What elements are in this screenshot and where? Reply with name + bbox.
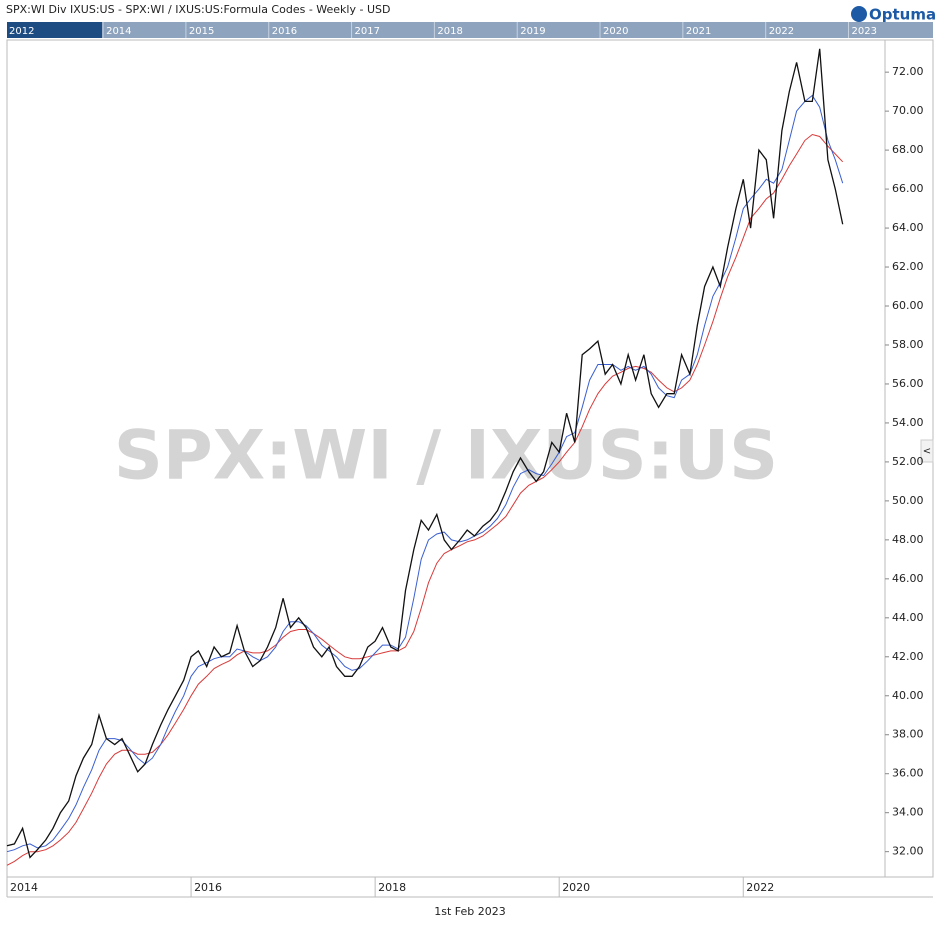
navigator-label: 2014	[106, 26, 131, 37]
brand-icon	[851, 6, 867, 22]
y-tick-label: 68.00	[892, 143, 924, 156]
footer-date: 1st Feb 2023	[434, 905, 506, 918]
y-tick-label: 36.00	[892, 767, 924, 780]
y-tick-label: 52.00	[892, 455, 924, 468]
y-tick-label: 64.00	[892, 221, 924, 234]
x-tick-label: 2016	[194, 881, 222, 894]
y-tick-label: 56.00	[892, 377, 924, 390]
x-tick-label: 2018	[378, 881, 406, 894]
navigator-label: 2021	[686, 26, 711, 37]
y-tick-label: 38.00	[892, 728, 924, 741]
navigator-label: 2017	[355, 26, 380, 37]
y-tick-label: 66.00	[892, 182, 924, 195]
y-tick-label: 34.00	[892, 806, 924, 819]
navigator-start-label: 2012	[9, 26, 34, 37]
navigator-label: 2016	[272, 26, 297, 37]
x-tick-label: 2022	[746, 881, 774, 894]
y-tick-label: 54.00	[892, 416, 924, 429]
y-tick-label: 72.00	[892, 65, 924, 78]
navigator-window[interactable]	[7, 22, 102, 38]
y-tick-label: 44.00	[892, 611, 924, 624]
chart-title: SPX:WI Div IXUS:US - SPX:WI / IXUS:US:Fo…	[6, 3, 390, 16]
series-line	[6, 133, 844, 866]
y-tick-label: 48.00	[892, 533, 924, 546]
collapse-icon[interactable]: <	[923, 446, 931, 457]
y-tick-label: 62.00	[892, 260, 924, 273]
navigator-label: 2020	[603, 26, 628, 37]
navigator-label: 2018	[437, 26, 462, 37]
brand: Optuma	[869, 6, 936, 24]
y-tick-label: 58.00	[892, 338, 924, 351]
x-tick-label: 2014	[10, 881, 38, 894]
collapse-button[interactable]	[920, 439, 934, 463]
navigator[interactable]	[7, 22, 933, 38]
navigator-label: 2022	[769, 26, 794, 37]
series-line	[6, 48, 844, 859]
y-tick-label: 50.00	[892, 494, 924, 507]
y-tick-label: 40.00	[892, 689, 924, 702]
navigator-label: 2015	[189, 26, 214, 37]
series-line	[6, 94, 844, 853]
navigator-label: 2023	[852, 26, 877, 37]
x-tick-label: 2020	[562, 881, 590, 894]
y-tick-label: 46.00	[892, 572, 924, 585]
y-tick-label: 70.00	[892, 104, 924, 117]
navigator-label: 2019	[520, 26, 545, 37]
y-tick-label: 32.00	[892, 845, 924, 858]
watermark: SPX:WI / IXUS:US	[114, 417, 778, 496]
y-tick-label: 42.00	[892, 650, 924, 663]
y-tick-label: 60.00	[892, 299, 924, 312]
